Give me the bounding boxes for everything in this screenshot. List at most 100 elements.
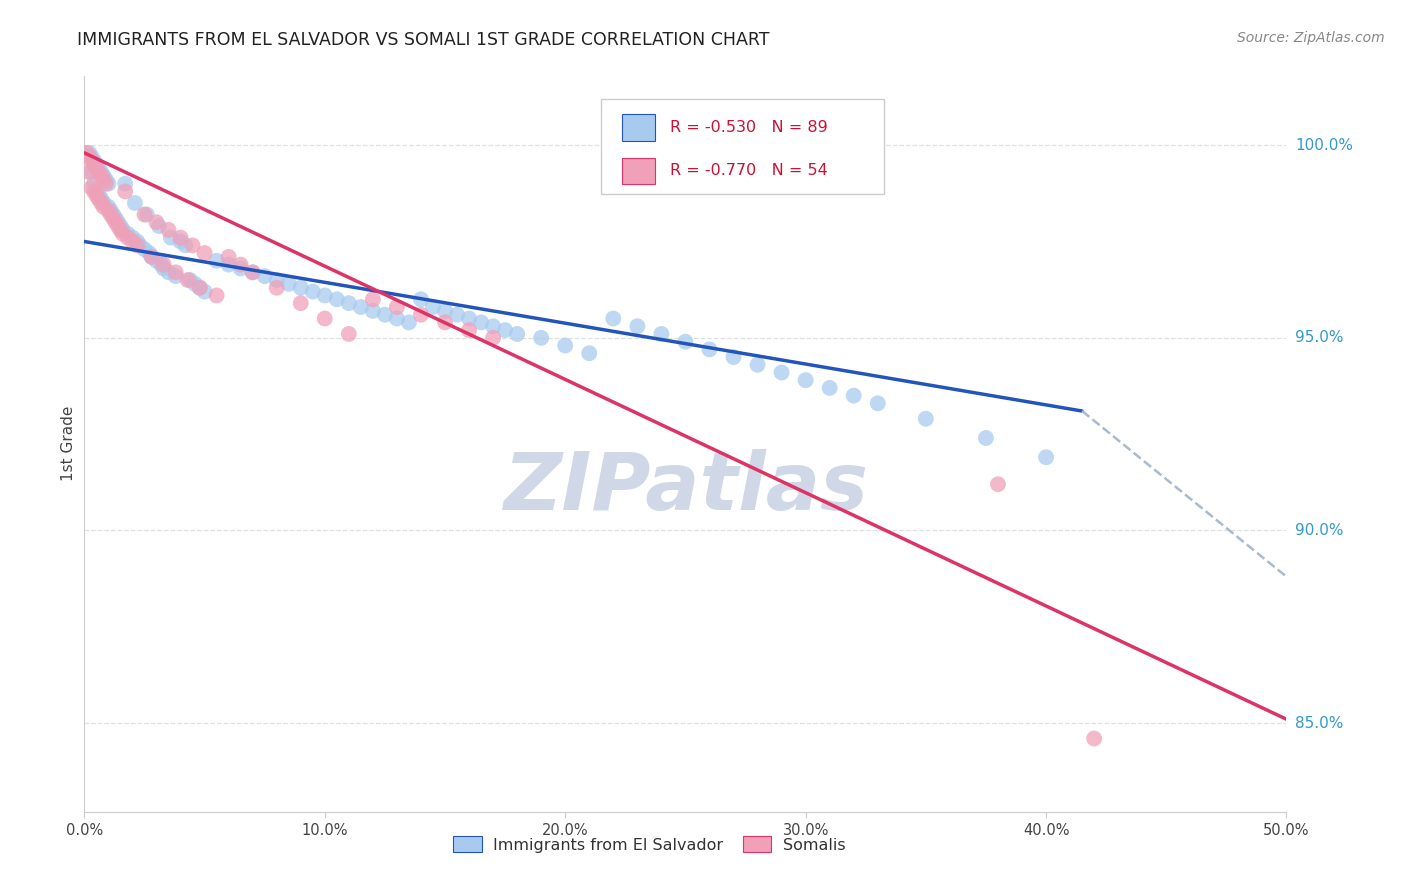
- Point: [157, 265, 180, 279]
- Point: [90, 169, 112, 183]
- Point: [83, 153, 105, 168]
- Point: [87, 192, 110, 206]
- Point: [121, 235, 143, 249]
- Point: [94, 177, 117, 191]
- Point: [110, 219, 132, 233]
- Point: [150, 258, 173, 272]
- Point: [145, 215, 167, 229]
- Point: [699, 343, 721, 357]
- Point: [266, 273, 288, 287]
- Point: [152, 258, 174, 272]
- Point: [169, 235, 191, 249]
- Point: [314, 288, 336, 302]
- Point: [242, 265, 264, 279]
- Point: [138, 246, 160, 260]
- Point: [458, 323, 481, 337]
- Point: [253, 269, 276, 284]
- Point: [974, 431, 997, 445]
- Point: [160, 230, 183, 244]
- Point: [100, 203, 122, 218]
- Point: [107, 219, 129, 233]
- Point: [104, 211, 127, 226]
- Text: IMMIGRANTS FROM EL SALVADOR VS SOMALI 1ST GRADE CORRELATION CHART: IMMIGRANTS FROM EL SALVADOR VS SOMALI 1S…: [77, 31, 770, 49]
- Point: [87, 188, 110, 202]
- Point: [409, 308, 432, 322]
- Point: [87, 165, 110, 179]
- Point: [626, 319, 648, 334]
- Point: [114, 185, 136, 199]
- Point: [86, 188, 108, 202]
- Text: 100.0%: 100.0%: [1295, 137, 1353, 153]
- Point: [242, 265, 264, 279]
- Point: [93, 169, 115, 183]
- Point: [152, 261, 174, 276]
- Point: [104, 215, 127, 229]
- Point: [446, 308, 468, 322]
- Point: [127, 235, 149, 249]
- Point: [434, 303, 457, 318]
- Point: [188, 281, 211, 295]
- Bar: [621, 158, 655, 184]
- Point: [194, 246, 217, 260]
- Point: [117, 230, 139, 244]
- Point: [77, 145, 100, 160]
- Point: [266, 281, 288, 295]
- Point: [794, 373, 817, 387]
- Point: [218, 250, 240, 264]
- Bar: [621, 114, 655, 141]
- Point: [179, 273, 201, 287]
- Point: [818, 381, 841, 395]
- Point: [124, 196, 146, 211]
- Point: [87, 161, 110, 176]
- Point: [135, 207, 157, 221]
- Point: [326, 293, 349, 307]
- Point: [470, 315, 492, 329]
- Point: [97, 200, 120, 214]
- Text: 95.0%: 95.0%: [1295, 330, 1343, 345]
- Point: [97, 177, 120, 191]
- Point: [80, 153, 103, 168]
- Point: [290, 281, 312, 295]
- Point: [90, 192, 112, 206]
- Point: [434, 315, 457, 329]
- Text: 90.0%: 90.0%: [1295, 523, 1343, 538]
- Point: [398, 315, 420, 329]
- FancyBboxPatch shape: [602, 99, 884, 194]
- Point: [93, 200, 115, 214]
- Point: [747, 358, 769, 372]
- Point: [915, 411, 938, 425]
- Point: [127, 238, 149, 252]
- Text: R = -0.530   N = 89: R = -0.530 N = 89: [669, 120, 828, 135]
- Point: [90, 165, 112, 179]
- Point: [103, 207, 125, 221]
- Point: [76, 145, 98, 160]
- Point: [374, 308, 396, 322]
- Point: [723, 350, 745, 364]
- Point: [482, 331, 505, 345]
- Point: [148, 219, 170, 233]
- Point: [169, 230, 191, 244]
- Point: [165, 269, 187, 284]
- Point: [103, 211, 125, 226]
- Point: [134, 207, 156, 221]
- Point: [90, 196, 112, 211]
- Point: [337, 326, 360, 341]
- Point: [107, 215, 129, 229]
- Point: [205, 253, 228, 268]
- Point: [506, 326, 529, 341]
- Point: [385, 311, 408, 326]
- Point: [83, 157, 105, 171]
- Point: [77, 165, 100, 179]
- Point: [337, 296, 360, 310]
- Point: [361, 293, 384, 307]
- Point: [602, 311, 624, 326]
- Point: [229, 261, 252, 276]
- Point: [94, 173, 117, 187]
- Point: [100, 207, 122, 221]
- Point: [128, 238, 150, 252]
- Point: [141, 250, 163, 264]
- Point: [385, 300, 408, 314]
- Point: [80, 165, 103, 179]
- Point: [93, 173, 115, 187]
- Point: [77, 150, 100, 164]
